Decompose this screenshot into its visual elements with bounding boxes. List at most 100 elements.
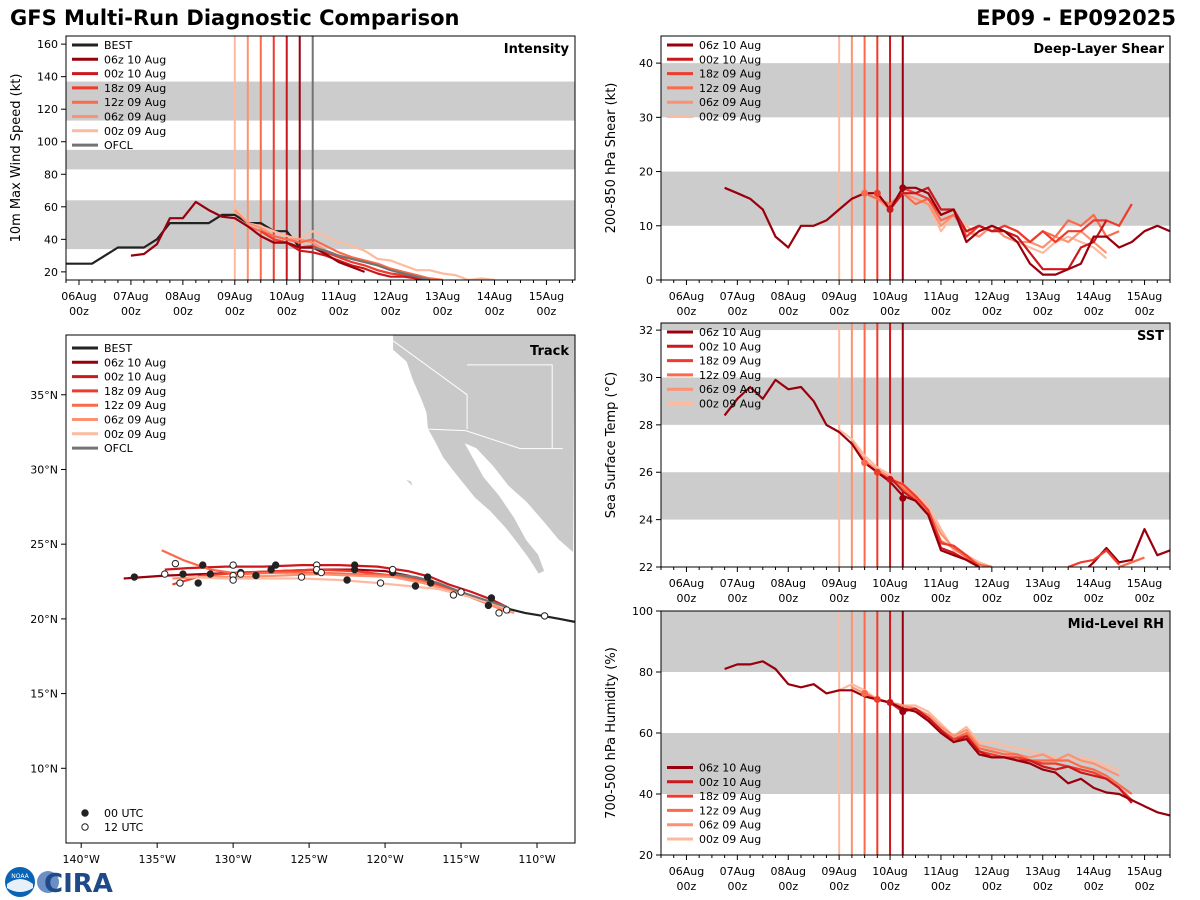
shear-xtick-label: 00z: [677, 305, 697, 318]
track-point-12utc: [449, 591, 458, 599]
shear-xtick-label: 13Aug: [1025, 290, 1060, 303]
sst-xtick-label: 00z: [727, 592, 747, 605]
track-land: [392, 335, 575, 575]
intensity-xtick-label: 12Aug: [373, 290, 408, 303]
shear-ytick-label: 30: [639, 111, 653, 124]
track-point-12utc: [376, 579, 385, 587]
rh-xtick-label: 15Aug: [1127, 865, 1162, 878]
track-point-00utc: [423, 573, 432, 581]
intensity-xtick-label: 08Aug: [165, 290, 200, 303]
intensity-ytick-label: 100: [37, 136, 58, 149]
sst-ytick-label: 28: [639, 419, 653, 432]
sst-plot-area: [661, 323, 1170, 567]
intensity-legend-label: 00z 10 Aug: [104, 68, 166, 81]
intensity-series-line: [286, 241, 430, 280]
rh-xtick-label: 13Aug: [1025, 865, 1060, 878]
track-point-00utc: [350, 561, 359, 569]
noaa-seal-wave: [7, 879, 33, 892]
shear-xtick-label: 06Aug: [669, 290, 704, 303]
track-point-12utc: [495, 609, 503, 617]
rh-xtick-label: 08Aug: [771, 865, 806, 878]
track-series-line: [392, 573, 507, 608]
rh-series-line: [864, 692, 1133, 795]
intensity-chart: 20 40 60 80 100 120 140 160 06Aug 00z 07Aug 00z 08Au…: [9, 35, 576, 318]
intensity-xtick-label: 00z: [329, 305, 349, 318]
shear-ytick-label: 10: [639, 220, 653, 233]
intensity-panel-title: Intensity: [504, 42, 570, 57]
intensity-series-line: [247, 225, 443, 280]
sst-legend-label: 00z 09 Aug: [699, 398, 761, 411]
rh-xtick-label: 09Aug: [821, 865, 856, 878]
track-point-00utc: [194, 579, 202, 587]
intensity-ylabel: 10m Max Wind Speed (kt): [9, 74, 24, 243]
rh-legend-label: 18z 09 Aug: [699, 790, 761, 803]
intensity-xtick-label: 14Aug: [477, 290, 512, 303]
intensity-series-line: [312, 246, 430, 280]
intensity-xtick-label: 00z: [381, 305, 401, 318]
shear-init-marker: [861, 189, 869, 197]
intensity-legend-label: BEST: [104, 39, 132, 52]
intensity-ytick-label: 140: [37, 71, 58, 84]
sst-xtick-label: 07Aug: [720, 577, 755, 590]
track-plot-area: [123, 335, 575, 623]
shear-xtick-label: 00z: [1033, 305, 1053, 318]
intensity-legend-label: 06z 09 Aug: [104, 111, 166, 124]
rh-ytick-label: 100: [632, 605, 653, 618]
rh-xtick-label: 00z: [982, 880, 1002, 893]
track-xtick-label: 110°W: [518, 853, 555, 866]
track-point-12utc: [540, 612, 549, 620]
rh-init-marker: [861, 689, 869, 697]
intensity-xtick-label: 00z: [277, 305, 297, 318]
track-point-00utc: [343, 576, 351, 584]
track-point-00utc: [252, 571, 260, 580]
sst-ytick-label: 22: [639, 561, 653, 574]
track-border: [427, 428, 563, 450]
sst-xtick-label: 08Aug: [771, 577, 806, 590]
track-frame: [65, 334, 576, 844]
rh-band: [661, 611, 1170, 672]
track-point-12utc: [176, 579, 184, 587]
track-ytick-label: 20°N: [30, 613, 58, 626]
shear-ytick-label: 20: [639, 166, 653, 179]
sst-chart: 22 24 26 28 30 32 06Aug 00z 07Aug 00z 08Aug 00z 09Au…: [604, 322, 1171, 605]
track-chart: 140°W 135°W 130°W 125°W 120°W 115°W 110°W 10°N 1…: [30, 334, 576, 866]
shear-xtick-label: 00z: [880, 305, 900, 318]
track-ytick-label: 25°N: [30, 538, 58, 551]
intensity-series-line: [130, 200, 365, 273]
shear-xtick-label: 12Aug: [974, 290, 1009, 303]
sst-xtick-label: 00z: [1084, 592, 1104, 605]
rh-init-marker: [886, 699, 894, 706]
track-point-00utc: [426, 579, 435, 587]
shear-xtick-label: 00z: [1135, 305, 1155, 318]
shear-init-marker: [873, 189, 881, 197]
rh-xtick-label: 12Aug: [974, 865, 1009, 878]
rh-xtick-label: 11Aug: [923, 865, 958, 878]
intensity-xtick-label: 07Aug: [113, 290, 148, 303]
shear-chart: 0 10 20 30 40 06Aug 00z 07Aug 00z 08Aug 00z 09Aug 00…: [604, 35, 1171, 318]
shear-legend-label: 00z 10 Aug: [699, 53, 761, 66]
sst-xtick-label: 11Aug: [923, 577, 958, 590]
intensity-xtick-label: 13Aug: [425, 290, 460, 303]
track-point-00utc: [179, 570, 187, 578]
shear-xtick-label: 14Aug: [1076, 290, 1111, 303]
intensity-ytick-label: 80: [44, 168, 58, 181]
track-time-legend-label: 12 UTC: [104, 821, 144, 834]
sst-xtick-label: 13Aug: [1025, 577, 1060, 590]
sst-xtick-label: 00z: [931, 592, 951, 605]
shear-xtick-label: 08Aug: [771, 290, 806, 303]
rh-ytick-label: 20: [639, 849, 653, 862]
rh-legend-label: 12z 09 Aug: [699, 804, 761, 817]
intensity-ytick-label: 20: [44, 266, 58, 279]
rh-panel-title: Mid-Level RH: [1068, 617, 1164, 632]
track-time-legend-marker: [81, 809, 89, 817]
track-point-12utc: [161, 570, 169, 578]
shear-legend-label: 00z 09 Aug: [699, 111, 761, 124]
rh-ytick-label: 40: [639, 788, 653, 801]
shear-legend-label: 18z 09 Aug: [699, 68, 761, 81]
intensity-legend-label: 06z 10 Aug: [104, 53, 166, 66]
track-point-12utc: [237, 570, 245, 578]
sst-ylabel: Sea Surface Temp (°C): [604, 372, 619, 519]
intensity-ytick-label: 40: [44, 233, 58, 246]
track-legend-label: BEST: [104, 342, 132, 355]
